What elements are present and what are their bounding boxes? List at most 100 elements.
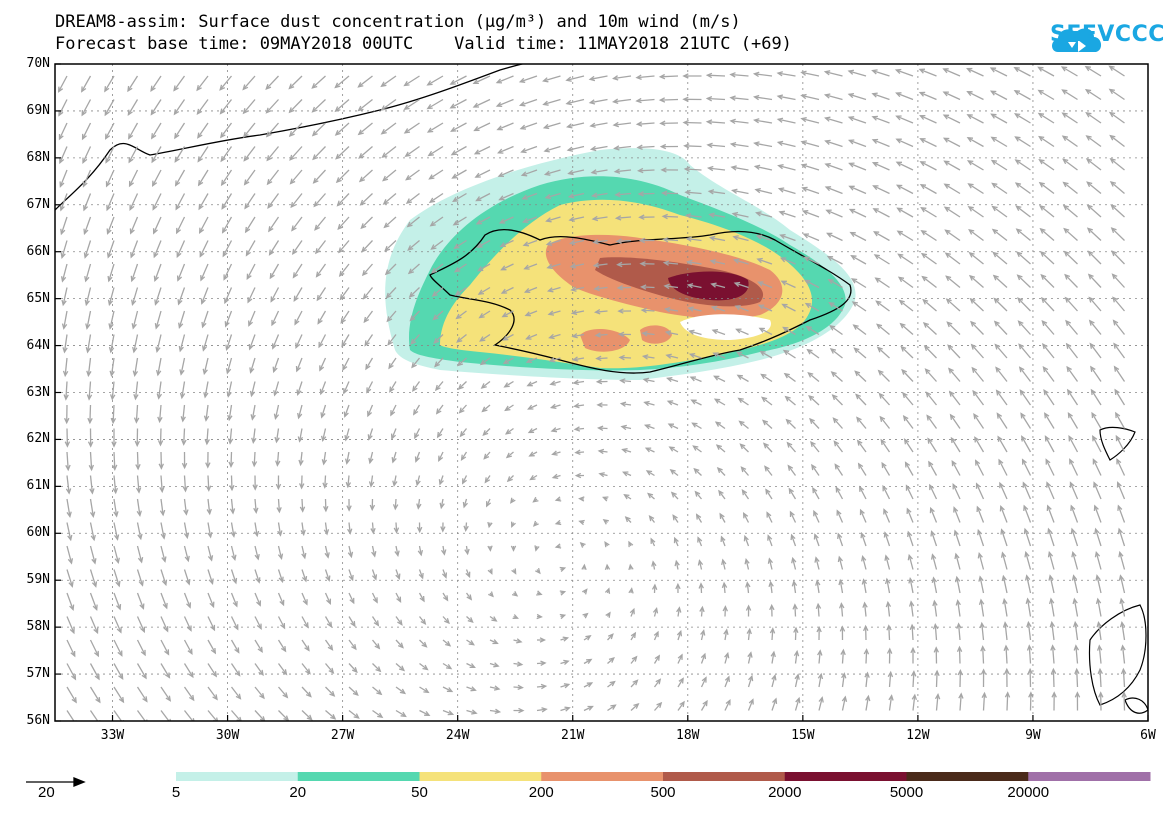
wind-arrow — [871, 115, 890, 124]
wind-arrow — [1095, 597, 1102, 617]
wind-arrow — [729, 141, 749, 148]
wind-arrow — [222, 240, 233, 258]
wind-arrow — [81, 122, 92, 141]
wind-arrow — [265, 122, 279, 138]
wind-arrow — [520, 169, 538, 177]
wind-arrow — [278, 710, 290, 721]
wind-arrow — [979, 621, 985, 641]
wind-arrow — [629, 607, 635, 617]
wind-arrow — [254, 616, 262, 630]
wind-arrow — [724, 675, 730, 688]
wind-arrow — [769, 603, 775, 617]
wind-arrow — [682, 119, 702, 126]
wind-arrow — [113, 616, 122, 634]
wind-arrow — [786, 441, 796, 453]
wind-arrow — [542, 75, 561, 83]
wind-arrow — [395, 663, 406, 672]
wind-arrow — [334, 99, 350, 113]
wind-arrow — [1071, 574, 1079, 594]
wind-arrow — [766, 511, 773, 523]
wind-arrow — [645, 470, 655, 477]
wind-arrow — [1074, 667, 1080, 688]
wind-arrow — [1072, 597, 1079, 617]
wind-arrow — [769, 627, 776, 641]
wind-arrow — [903, 438, 914, 453]
wind-arrow — [426, 98, 444, 110]
wind-arrow — [410, 334, 420, 345]
wind-arrow — [59, 193, 68, 212]
wind-arrow — [923, 345, 937, 359]
wind-arrow — [159, 475, 165, 494]
wind-arrow — [630, 702, 640, 711]
wind-arrow — [548, 357, 561, 363]
greenland-coastline — [55, 64, 525, 211]
wind-arrow — [729, 118, 749, 125]
wind-arrow — [886, 647, 893, 664]
wind-arrow — [911, 693, 918, 711]
wind-arrow — [804, 302, 820, 312]
wind-arrow — [643, 424, 655, 430]
wind-arrow — [174, 169, 186, 187]
wind-arrow — [968, 251, 984, 265]
wind-arrow — [617, 308, 632, 314]
wind-arrow — [616, 261, 632, 268]
wind-arrow — [1037, 66, 1055, 77]
wind-arrow — [478, 310, 491, 319]
wind-arrow — [770, 650, 776, 664]
wind-arrow — [506, 475, 514, 483]
wind-arrow — [977, 552, 985, 570]
wind-arrow — [688, 352, 702, 359]
wind-arrow — [806, 348, 820, 359]
wind-arrow — [854, 370, 867, 382]
wind-arrow — [536, 683, 548, 690]
wind-arrow — [682, 73, 702, 79]
wind-arrow — [289, 146, 303, 161]
wind-arrow — [1068, 435, 1079, 453]
wind-arrow — [347, 545, 354, 559]
wind-arrow — [788, 487, 797, 500]
wind-arrow — [904, 461, 914, 476]
wind-arrow — [972, 389, 985, 406]
wind-arrow — [971, 366, 985, 382]
wind-arrow — [662, 260, 679, 266]
wind-arrow — [223, 263, 233, 281]
wind-arrow — [174, 146, 186, 163]
wind-arrow — [314, 216, 327, 231]
wind-arrow — [487, 568, 493, 575]
wind-arrow — [542, 122, 561, 130]
wind-arrow — [294, 310, 303, 326]
wind-arrow — [918, 91, 937, 101]
wind-arrow — [82, 146, 92, 164]
wind-arrow — [62, 357, 69, 378]
wind-arrow — [569, 239, 585, 246]
wind-arrow — [315, 263, 327, 278]
wind-arrow — [157, 428, 164, 447]
wind-arrow — [288, 75, 303, 90]
wind-arrow — [535, 567, 541, 575]
wind-arrow — [724, 699, 731, 711]
wind-arrow — [944, 252, 961, 265]
wind-arrow — [271, 310, 280, 327]
wind-arrow — [110, 404, 117, 425]
wind-arrow — [1013, 90, 1031, 101]
wind-arrow — [881, 461, 891, 476]
wind-arrow — [500, 263, 514, 271]
lat-label: 65N — [26, 290, 50, 306]
colorbar-label: 5000 — [889, 784, 924, 801]
wind-arrow — [156, 381, 163, 400]
wind-arrow — [793, 626, 799, 641]
wind-arrow — [850, 278, 867, 289]
wind-arrow — [136, 592, 145, 610]
wind-arrow — [320, 404, 327, 419]
wind-arrow — [1117, 504, 1126, 523]
wind-arrow — [1096, 644, 1103, 664]
wind-arrow — [920, 252, 937, 265]
wind-arrow — [242, 122, 256, 138]
wind-arrow — [131, 287, 139, 306]
wind-arrow — [428, 169, 444, 180]
wind-arrow — [619, 378, 632, 384]
wind-arrow — [813, 533, 820, 547]
wind-arrow — [324, 639, 334, 651]
wind-arrow — [547, 310, 561, 316]
wind-arrow — [89, 522, 96, 542]
